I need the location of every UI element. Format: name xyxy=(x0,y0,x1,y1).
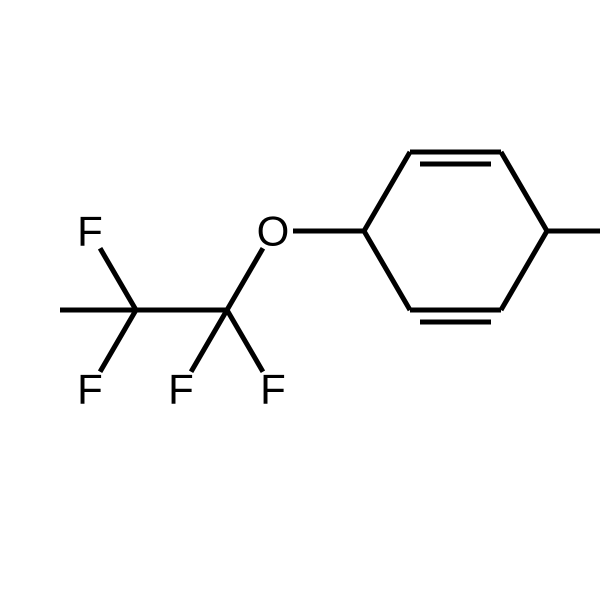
bond-line xyxy=(100,310,136,372)
bond-line xyxy=(227,310,263,372)
molecule-diagram: O F F F F xyxy=(0,0,600,600)
atom-label-f: F xyxy=(77,366,103,413)
atom-label-o: O xyxy=(257,208,290,255)
bond-line xyxy=(100,248,136,310)
bond-line xyxy=(501,231,547,310)
atom-label-f: F xyxy=(77,208,103,255)
bond-line xyxy=(364,231,410,310)
bond-line xyxy=(191,310,227,372)
bond-line xyxy=(501,152,547,231)
atom-label-f: F xyxy=(168,366,194,413)
atom-label-f: F xyxy=(260,366,286,413)
bond-line xyxy=(364,152,410,231)
bond-line xyxy=(227,248,263,310)
